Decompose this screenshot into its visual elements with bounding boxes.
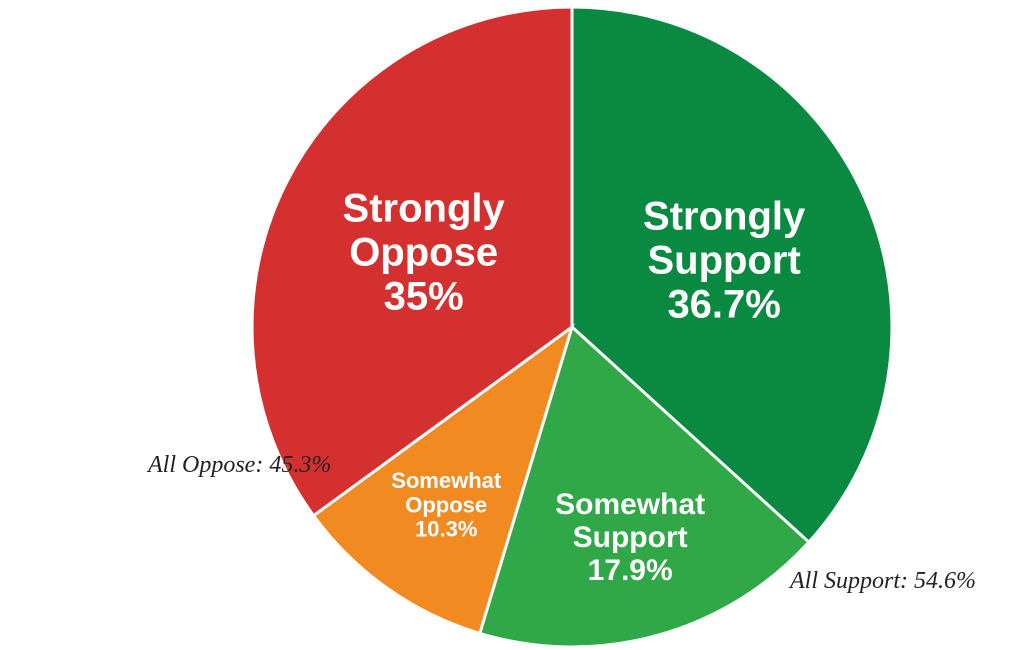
slice-value-label: 35% bbox=[384, 275, 464, 319]
slice-value-label: 10.3% bbox=[415, 516, 477, 541]
pie-slice bbox=[477, 324, 811, 649]
pie-slice bbox=[570, 5, 894, 545]
pie-slice bbox=[311, 323, 575, 636]
annotation: All Support: 54.6% bbox=[788, 568, 976, 594]
slice-category: Strongly Oppose bbox=[343, 187, 506, 275]
pie-slice bbox=[250, 5, 574, 518]
slice-category: Strongly Support bbox=[643, 195, 806, 283]
slice-category: Somewhat Support bbox=[555, 488, 705, 554]
slice-value-label: 36.7% bbox=[667, 283, 780, 327]
slice-category: Somewhat Oppose bbox=[391, 468, 502, 517]
annotation: All Oppose: 45.3% bbox=[146, 452, 331, 478]
pie bbox=[250, 5, 894, 649]
slice-value-label: 17.9% bbox=[588, 554, 673, 587]
